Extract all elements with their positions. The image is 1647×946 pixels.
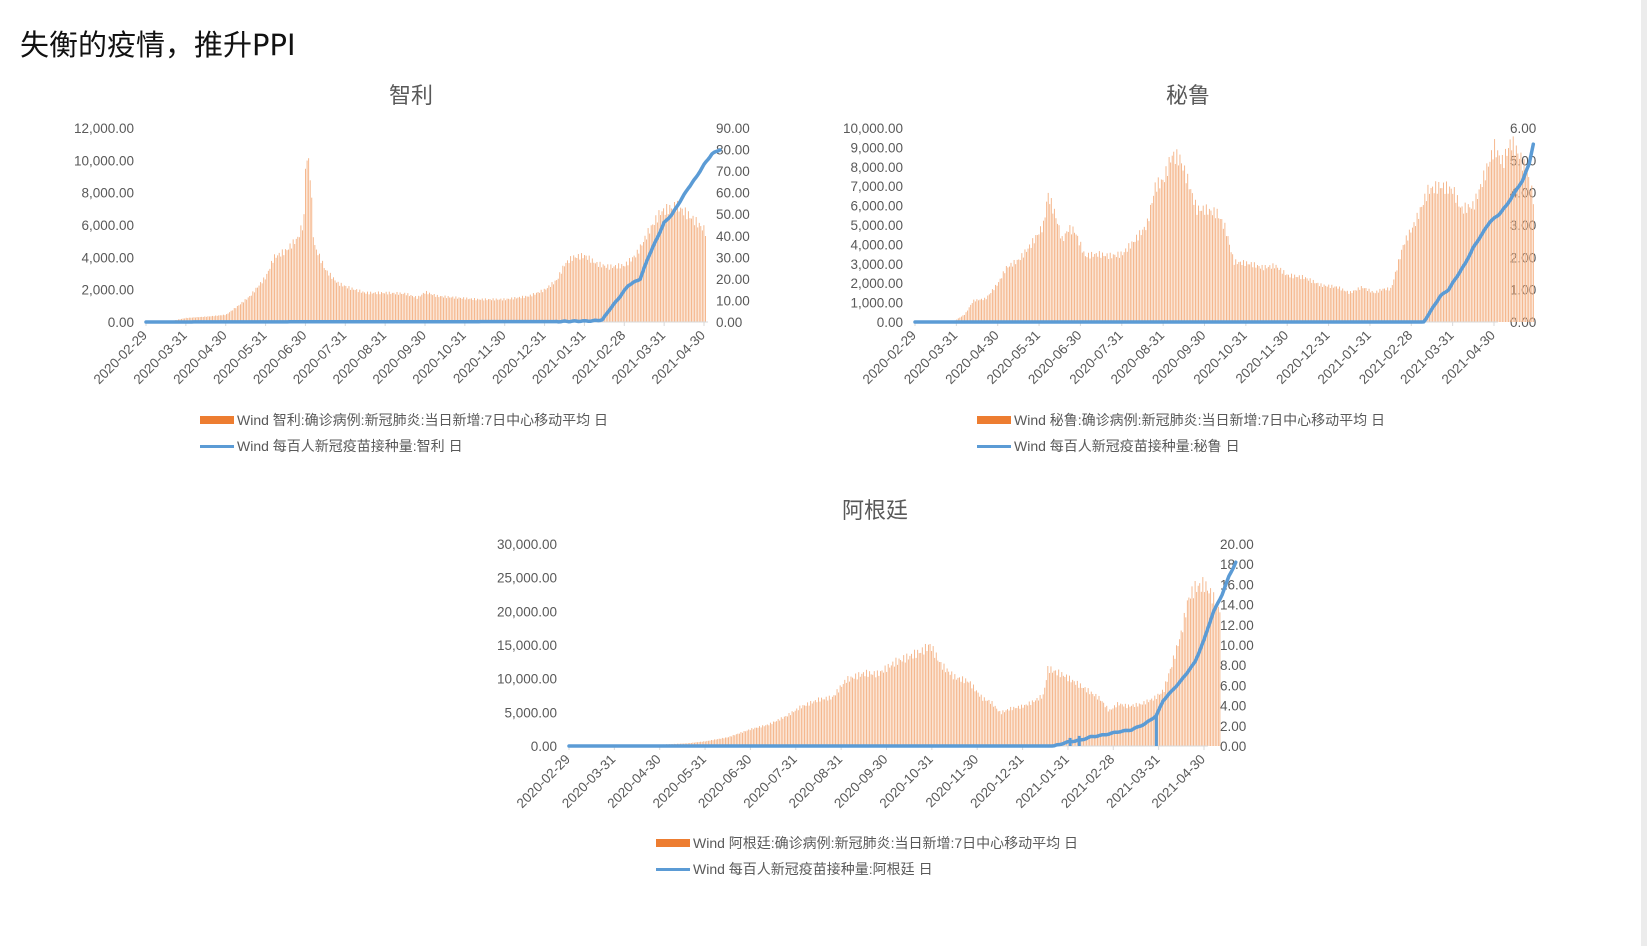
svg-text:70.00: 70.00 xyxy=(716,164,750,179)
svg-text:7,000.00: 7,000.00 xyxy=(850,179,903,194)
legend-label: Wind 智利:确诊病例:新冠肺炎:当日新增:7日中心移动平均 日 xyxy=(237,412,609,428)
chart-peru: 0.00 1,000.00 2,000.00 3,000.00 4,000.00 5,00… xyxy=(843,121,1536,387)
svg-text:20,000.00: 20,000.00 xyxy=(497,604,557,619)
svg-text:1.00: 1.00 xyxy=(1510,283,1536,298)
svg-text:12.00: 12.00 xyxy=(1220,618,1254,633)
legend-argentina: Wind 阿根廷:确诊病例:新冠肺炎:当日新增:7日中心移动平均 日 Wind … xyxy=(656,830,1078,882)
svg-text:4.00: 4.00 xyxy=(1220,699,1246,714)
svg-text:0.00: 0.00 xyxy=(1510,315,1536,330)
svg-text:18.00: 18.00 xyxy=(1220,557,1254,572)
svg-text:0.00: 0.00 xyxy=(1220,739,1246,754)
svg-text:50.00: 50.00 xyxy=(716,207,750,222)
svg-text:30.00: 30.00 xyxy=(716,250,750,265)
bar-series xyxy=(953,136,1534,322)
svg-text:60.00: 60.00 xyxy=(716,186,750,201)
bar-series xyxy=(570,577,1221,746)
svg-text:80.00: 80.00 xyxy=(716,143,750,158)
legend-label: Wind 阿根廷:确诊病例:新冠肺炎:当日新增:7日中心移动平均 日 xyxy=(693,835,1079,851)
svg-text:14.00: 14.00 xyxy=(1220,598,1254,613)
legend-chile: Wind 智利:确诊病例:新冠肺炎:当日新增:7日中心移动平均 日 Wind 每… xyxy=(200,407,608,459)
chart-title-argentina: 阿根廷 xyxy=(841,499,909,524)
legend-peru: Wind 秘鲁:确诊病例:新冠肺炎:当日新增:7日中心移动平均 日 Wind 每… xyxy=(977,407,1385,459)
svg-text:0.00: 0.00 xyxy=(108,315,134,330)
line-series xyxy=(144,148,722,324)
svg-text:3,000.00: 3,000.00 xyxy=(850,257,903,272)
legend-item-cases: Wind 阿根廷:确诊病例:新冠肺炎:当日新增:7日中心移动平均 日 xyxy=(656,830,1078,856)
svg-text:10.00: 10.00 xyxy=(1220,638,1254,653)
svg-text:0.00: 0.00 xyxy=(531,739,557,754)
svg-text:6,000.00: 6,000.00 xyxy=(850,199,903,214)
svg-text:4,000.00: 4,000.00 xyxy=(81,250,134,265)
svg-text:1,000.00: 1,000.00 xyxy=(850,296,903,311)
chart-argentina: 0.00 5,000.00 10,000.00 15,000.00 20,000.00 2… xyxy=(497,537,1254,811)
legend-label: Wind 每百人新冠疫苗接种量:阿根廷 日 xyxy=(693,861,933,877)
bar-series xyxy=(147,158,706,322)
svg-text:6.00: 6.00 xyxy=(1220,678,1246,693)
svg-text:30,000.00: 30,000.00 xyxy=(497,537,557,552)
bar-swatch-icon xyxy=(200,416,234,424)
legend-label: Wind 每百人新冠疫苗接种量:秘鲁 日 xyxy=(1014,438,1240,454)
line-series xyxy=(913,142,1536,324)
chart-title-chile: 智利 xyxy=(388,84,434,109)
svg-text:0.00: 0.00 xyxy=(716,315,742,330)
svg-text:12,000.00: 12,000.00 xyxy=(74,121,134,136)
svg-text:90.00: 90.00 xyxy=(716,121,750,136)
chart-title-peru: 秘鲁 xyxy=(1165,84,1211,109)
legend-label: Wind 每百人新冠疫苗接种量:智利 日 xyxy=(237,438,463,454)
svg-text:5,000.00: 5,000.00 xyxy=(850,218,903,233)
svg-text:6.00: 6.00 xyxy=(1510,121,1536,136)
bar-swatch-icon xyxy=(656,839,690,847)
bar-swatch-icon xyxy=(977,416,1011,424)
chart-chile: 0.00 2,000.00 4,000.00 6,000.00 8,000.00 10,0… xyxy=(74,121,750,387)
line-swatch-icon xyxy=(200,444,234,448)
svg-text:10,000.00: 10,000.00 xyxy=(843,121,903,136)
svg-text:2,000.00: 2,000.00 xyxy=(850,276,903,291)
line-swatch-icon xyxy=(977,444,1011,448)
svg-text:25,000.00: 25,000.00 xyxy=(497,571,557,586)
svg-text:10.00: 10.00 xyxy=(716,293,750,308)
svg-text:5,000.00: 5,000.00 xyxy=(504,705,557,720)
svg-text:9,000.00: 9,000.00 xyxy=(850,140,903,155)
legend-label: Wind 秘鲁:确诊病例:新冠肺炎:当日新增:7日中心移动平均 日 xyxy=(1014,412,1386,428)
page-title: 失衡的疫情，推升PPI xyxy=(20,28,296,62)
legend-item-vaccine: Wind 每百人新冠疫苗接种量:阿根廷 日 xyxy=(656,856,1078,882)
svg-text:10,000.00: 10,000.00 xyxy=(497,672,557,687)
svg-text:6,000.00: 6,000.00 xyxy=(81,218,134,233)
svg-text:2.00: 2.00 xyxy=(1220,719,1246,734)
svg-text:8,000.00: 8,000.00 xyxy=(81,186,134,201)
svg-text:20.00: 20.00 xyxy=(1220,537,1254,552)
line-swatch-icon xyxy=(656,867,690,871)
svg-text:15,000.00: 15,000.00 xyxy=(497,638,557,653)
legend-item-vaccine: Wind 每百人新冠疫苗接种量:秘鲁 日 xyxy=(977,433,1385,459)
svg-text:20.00: 20.00 xyxy=(716,272,750,287)
svg-text:2.00: 2.00 xyxy=(1510,250,1536,265)
svg-text:0.00: 0.00 xyxy=(877,315,903,330)
legend-item-cases: Wind 秘鲁:确诊病例:新冠肺炎:当日新增:7日中心移动平均 日 xyxy=(977,407,1385,433)
legend-item-vaccine: Wind 每百人新冠疫苗接种量:智利 日 xyxy=(200,433,608,459)
svg-text:4,000.00: 4,000.00 xyxy=(850,237,903,252)
line-series xyxy=(567,560,1238,748)
svg-text:3.00: 3.00 xyxy=(1510,218,1536,233)
legend-item-cases: Wind 智利:确诊病例:新冠肺炎:当日新增:7日中心移动平均 日 xyxy=(200,407,608,433)
svg-text:40.00: 40.00 xyxy=(716,229,750,244)
page-scrollbar-edge xyxy=(1641,0,1647,946)
svg-text:8.00: 8.00 xyxy=(1220,658,1246,673)
svg-text:10,000.00: 10,000.00 xyxy=(74,153,134,168)
svg-text:2,000.00: 2,000.00 xyxy=(81,283,134,298)
svg-text:8,000.00: 8,000.00 xyxy=(850,160,903,175)
